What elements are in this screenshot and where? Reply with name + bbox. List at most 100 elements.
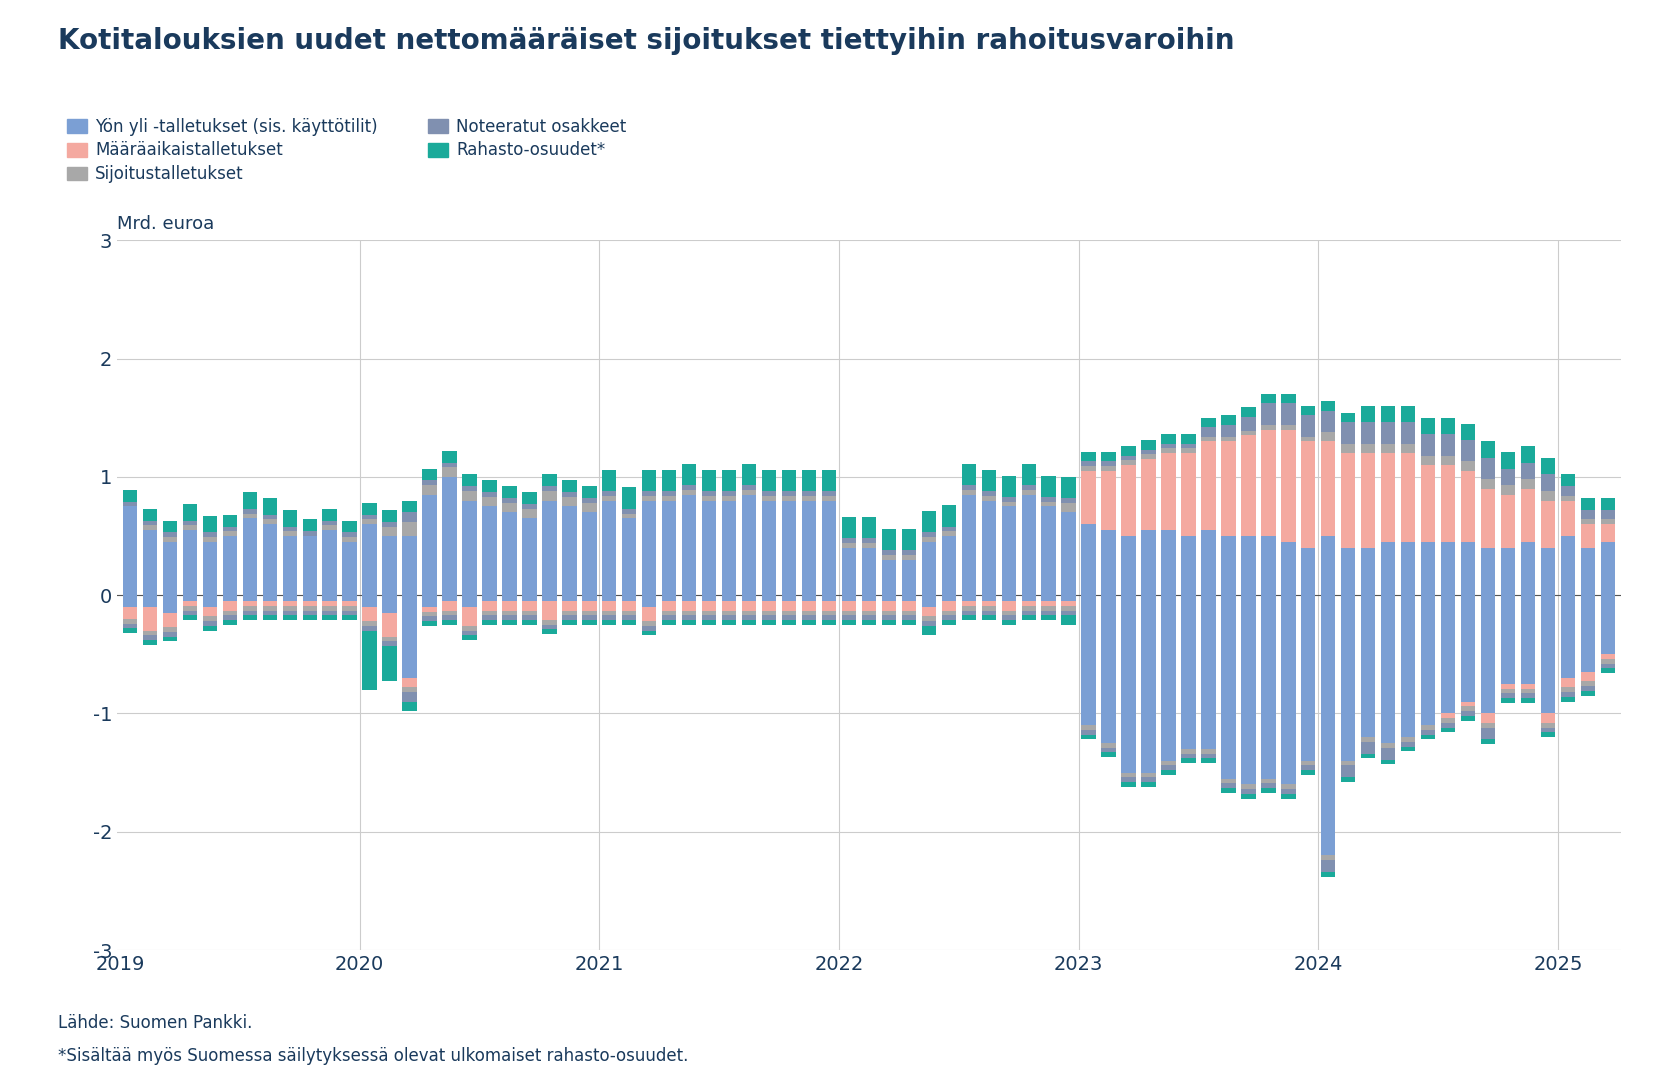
Bar [1262,788,1275,793]
Bar [343,537,358,542]
Bar [961,490,976,495]
Bar [1021,615,1036,620]
Bar [1302,406,1315,415]
Bar [1141,773,1156,778]
Bar [802,491,815,496]
Bar [222,620,237,625]
Bar [403,688,416,692]
Bar [142,636,157,640]
Bar [822,470,836,491]
Bar [1081,471,1096,524]
Bar [1161,595,1176,761]
Bar [1380,743,1395,748]
Bar [622,595,637,601]
Bar [602,620,617,625]
Bar [762,470,777,491]
Bar [1201,427,1215,437]
Bar [383,536,396,595]
Bar [343,521,358,533]
Bar [122,507,137,595]
Bar [1380,542,1395,595]
Bar [1380,760,1395,764]
Bar [902,615,916,620]
Bar [1001,501,1016,507]
Bar [1041,610,1056,615]
Bar [503,595,516,601]
Bar [1161,770,1176,775]
Bar [682,601,697,610]
Bar [602,595,617,601]
Bar [662,496,677,500]
Bar [782,595,795,601]
Bar [862,620,876,625]
Bar [1061,615,1076,625]
Bar [242,606,257,610]
Bar [483,507,496,595]
Bar [182,606,197,610]
Bar [1201,418,1215,427]
Bar [662,500,677,595]
Bar [541,500,556,595]
Bar [202,616,217,621]
Bar [343,610,358,615]
Bar [1222,441,1235,536]
Bar [1201,758,1215,763]
Bar [1380,423,1395,443]
Bar [242,610,257,615]
Bar [762,601,777,610]
Bar [463,631,476,636]
Bar [1302,437,1315,441]
Bar [1440,727,1455,733]
Bar [582,503,597,512]
Bar [1061,606,1076,610]
Bar [423,621,436,626]
Bar [222,595,237,601]
Bar [162,542,177,595]
Bar [323,509,338,521]
Bar [1001,595,1016,601]
Bar [822,610,836,615]
Bar [722,496,737,500]
Bar [1201,437,1215,441]
Bar [363,621,376,626]
Bar [842,548,856,595]
Bar [423,485,436,495]
Bar [622,620,637,625]
Bar [1362,423,1375,443]
Bar [443,601,456,610]
Bar [483,497,496,507]
Bar [262,606,277,610]
Bar [1460,701,1475,707]
Bar [902,559,916,595]
Bar [702,500,717,595]
Bar [1521,489,1536,542]
Bar [1362,753,1375,758]
Bar [1081,462,1096,466]
Bar [1001,497,1016,501]
Bar [582,601,597,610]
Bar [1101,466,1116,471]
Bar [702,491,717,496]
Bar [363,524,376,595]
Bar [503,615,516,620]
Bar [762,496,777,500]
Bar [541,491,556,500]
Bar [1282,404,1295,425]
Bar [1121,446,1136,455]
Bar [1400,595,1415,737]
Bar [742,620,757,625]
Bar [523,620,536,625]
Bar [383,641,396,646]
Bar [1001,610,1016,615]
Bar [403,522,416,536]
Bar [762,620,777,625]
Bar [1242,430,1255,436]
Bar [262,524,277,595]
Bar [1262,425,1275,429]
Bar [1420,417,1435,435]
Bar [503,486,516,498]
Bar [1041,501,1056,507]
Bar [1601,542,1616,595]
Bar [162,637,177,641]
Bar [202,537,217,542]
